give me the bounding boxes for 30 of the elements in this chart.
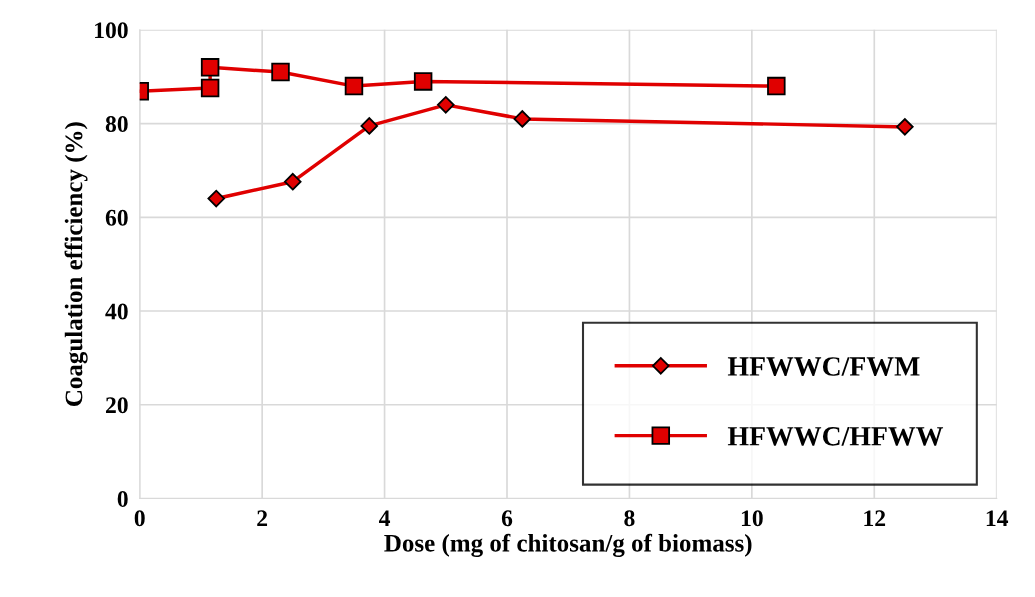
point	[200, 78, 220, 98]
legend-label: HFWWC/HFWW	[727, 426, 944, 446]
x-tick-label: 12	[864, 510, 886, 526]
point	[437, 96, 455, 114]
y-axis-title: Coagulation efficiency (%)	[64, 122, 88, 406]
point	[513, 110, 532, 128]
point	[283, 172, 302, 191]
y-tick-label: 0	[117, 490, 128, 507]
y-tick-label: 60	[105, 209, 128, 226]
y-tick-label: 80	[105, 116, 128, 132]
x-tick-label: 4	[379, 510, 391, 526]
x-tick-label: 2	[257, 510, 268, 526]
point	[767, 76, 786, 96]
y-tick-label: 100	[95, 22, 128, 39]
y-tick-label: 20	[106, 397, 128, 414]
y-tick-label: 40	[105, 303, 128, 320]
point	[207, 189, 226, 208]
point	[271, 62, 290, 82]
x-axis-title: Dose (mg of chitosan/g of biomass)	[384, 533, 752, 557]
legend-label: HFWWC/FWM	[727, 357, 920, 376]
x-tick-label: 14	[986, 510, 1009, 526]
x-tick-label: 6	[501, 510, 513, 527]
point	[360, 117, 379, 135]
x-tick-label: 0	[134, 510, 145, 527]
point	[344, 76, 364, 96]
point	[413, 72, 433, 91]
x-tick-label: 8	[624, 510, 635, 527]
x-tick-label: 10	[741, 510, 763, 527]
point	[896, 118, 914, 136]
point	[200, 58, 220, 77]
